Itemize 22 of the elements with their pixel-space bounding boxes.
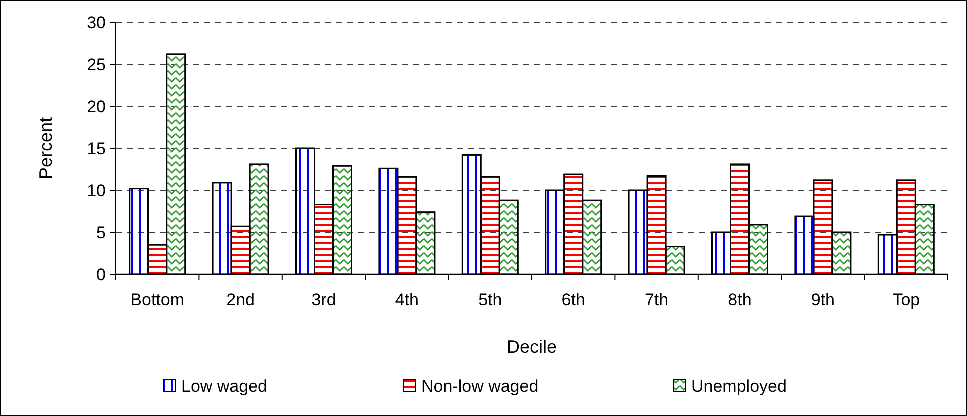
x-tick-label: Top — [892, 290, 920, 310]
legend-label: Unemployed — [692, 376, 787, 396]
x-tick-label: Bottom — [130, 290, 185, 310]
x-tick-label: 6th — [562, 290, 586, 310]
y-tick-label: 5 — [96, 223, 106, 242]
legend-label: Low waged — [182, 376, 268, 396]
legend-label: Non-low waged — [422, 376, 539, 396]
x-tick-label: 2nd — [226, 290, 255, 310]
y-tick-label: 30 — [87, 13, 106, 32]
x-tick-label: 8th — [728, 290, 752, 310]
x-tick-label: 3rd — [312, 290, 336, 310]
x-tick-label: 5th — [478, 290, 502, 310]
y-tick-label: 25 — [87, 55, 106, 74]
y-tick-label: 15 — [87, 139, 106, 158]
y-axis-title: Percent — [36, 117, 56, 180]
y-tick-label: 20 — [87, 97, 106, 116]
x-tick-label: 4th — [395, 290, 420, 310]
y-tick-label: 0 — [96, 265, 106, 284]
y-tick-label: 10 — [87, 181, 106, 200]
x-tick-label: 7th — [644, 290, 669, 310]
x-axis-title: Decile — [506, 337, 558, 357]
x-tick-label: 9th — [811, 290, 836, 310]
